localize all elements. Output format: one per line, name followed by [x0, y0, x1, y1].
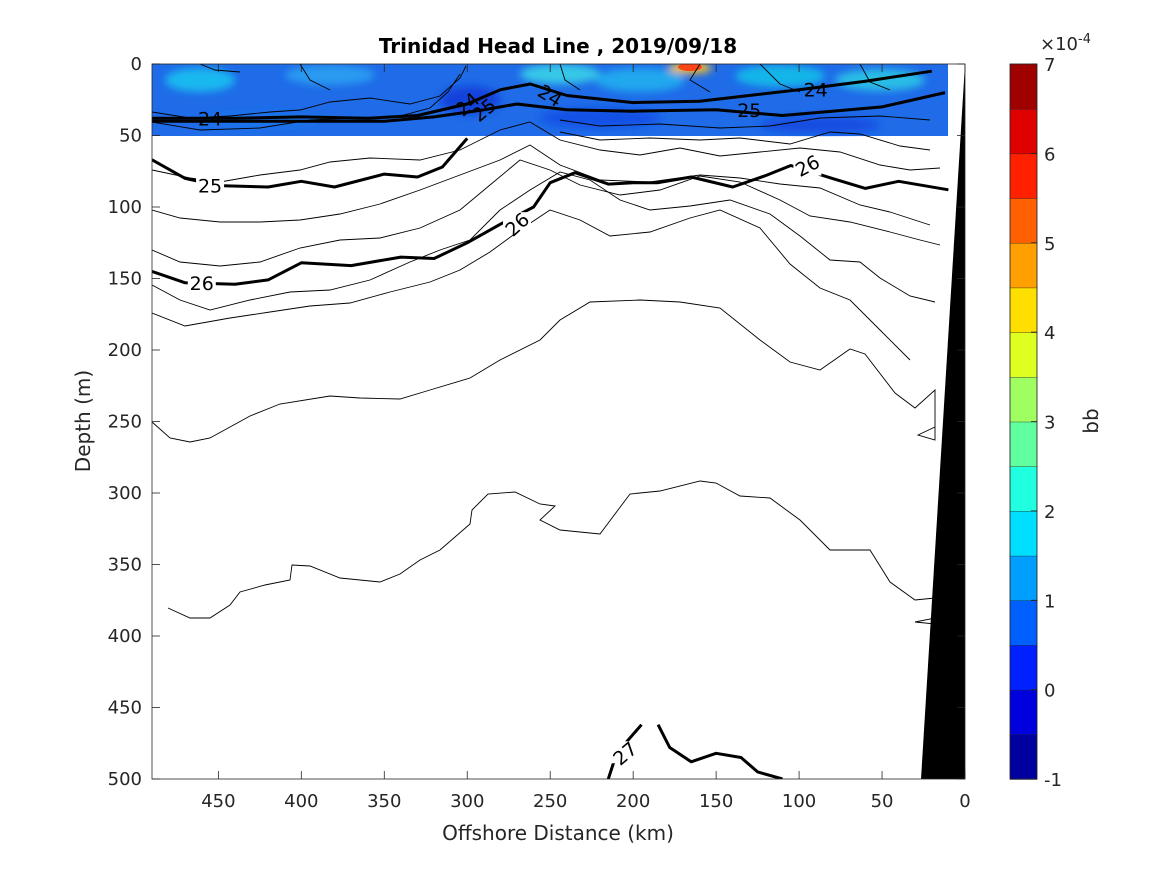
contour-label: 25	[737, 100, 761, 122]
colorbar-level	[1009, 465, 1038, 512]
y-tick-label: 400	[108, 626, 142, 647]
colorbar-level	[1009, 689, 1038, 736]
colorbar-level	[1009, 287, 1038, 333]
colorbar-level	[1009, 331, 1038, 378]
colorbar-tick-label: 0	[1044, 681, 1055, 702]
x-tick-label: 200	[616, 791, 650, 812]
colorbar-level	[1009, 644, 1038, 691]
x-tick-label: 400	[284, 791, 318, 812]
colorbar-tick-label: 3	[1044, 413, 1055, 434]
x-tick-label: 250	[533, 791, 567, 812]
bottom-topography	[921, 64, 965, 779]
colorbar: 7 6 5 4 3 2 1 0 -1 ×10-4 bb	[1009, 32, 1103, 791]
y-tick-label: 150	[108, 269, 142, 290]
colorbar-level	[1009, 242, 1038, 289]
colorbar-tick-label: 6	[1044, 144, 1055, 165]
colorbar-tick-label: 1	[1044, 591, 1055, 612]
contour-label: 26	[190, 273, 214, 295]
y-tick-label: 0	[131, 54, 142, 75]
y-tick-label: 100	[108, 197, 142, 218]
x-tick-label: 0	[959, 791, 970, 812]
y-tick-label: 350	[108, 555, 142, 576]
contour-line-24	[152, 69, 933, 120]
colorbar-level	[1009, 153, 1038, 199]
colorbar-level	[1009, 108, 1038, 155]
contour-label-bg	[503, 212, 532, 235]
colorbar-level	[1009, 376, 1038, 423]
contour-label: 24	[198, 108, 222, 130]
x-tick-label: 450	[201, 791, 235, 812]
colorbar-label: bb	[1079, 408, 1103, 433]
y-tick-label: 300	[108, 483, 142, 504]
contour-label: 25	[198, 176, 222, 198]
contour-label-bg	[196, 173, 225, 196]
contour-label-bg	[793, 153, 822, 176]
contour-label-bg	[187, 270, 216, 293]
x-tick-label: 100	[782, 791, 816, 812]
colorbar-tick-label: 4	[1044, 323, 1055, 344]
x-tick-label: 300	[450, 791, 484, 812]
contour-line-25	[152, 91, 946, 123]
colorbar-level	[1009, 197, 1038, 244]
x-tick-label: 50	[871, 791, 894, 812]
colorbar-tick-label: 7	[1044, 55, 1055, 76]
y-tick-label: 200	[108, 340, 142, 361]
colorbar-level	[1009, 600, 1038, 646]
contour-label: 24	[804, 80, 828, 102]
y-tick-label: 250	[108, 412, 142, 433]
colorbar-tick-label: -1	[1044, 770, 1062, 791]
colorbar-tick-label: 2	[1044, 502, 1055, 523]
x-axis-ticks: 450 400 350 300 250 200 150 100 50 0	[201, 64, 971, 812]
colorbar-level	[1009, 510, 1038, 557]
bb-filled-contours	[152, 64, 948, 136]
chart-title: Trinidad Head Line , 2019/09/18	[379, 34, 737, 58]
y-axis-label: Depth (m)	[71, 370, 95, 472]
colorbar-level	[1009, 734, 1038, 780]
colorbar-tick-label: 5	[1044, 234, 1055, 255]
colorbar-level	[1009, 421, 1038, 467]
x-tick-label: 150	[699, 791, 733, 812]
colorbar-level	[1009, 555, 1038, 601]
x-axis-label: Offshore Distance (km)	[442, 821, 674, 845]
y-tick-label: 450	[108, 698, 142, 719]
y-tick-label: 500	[108, 769, 142, 790]
contour-label-bg	[610, 741, 639, 764]
y-axis-ticks: 0 50 100 150 200 250 300 350 400 450 500	[108, 54, 965, 790]
contour-line-27	[656, 724, 783, 779]
x-tick-label: 350	[367, 791, 401, 812]
colorbar-level	[1009, 63, 1038, 110]
y-tick-label: 50	[119, 126, 142, 147]
colorbar-exponent: ×10-4	[1040, 32, 1091, 55]
